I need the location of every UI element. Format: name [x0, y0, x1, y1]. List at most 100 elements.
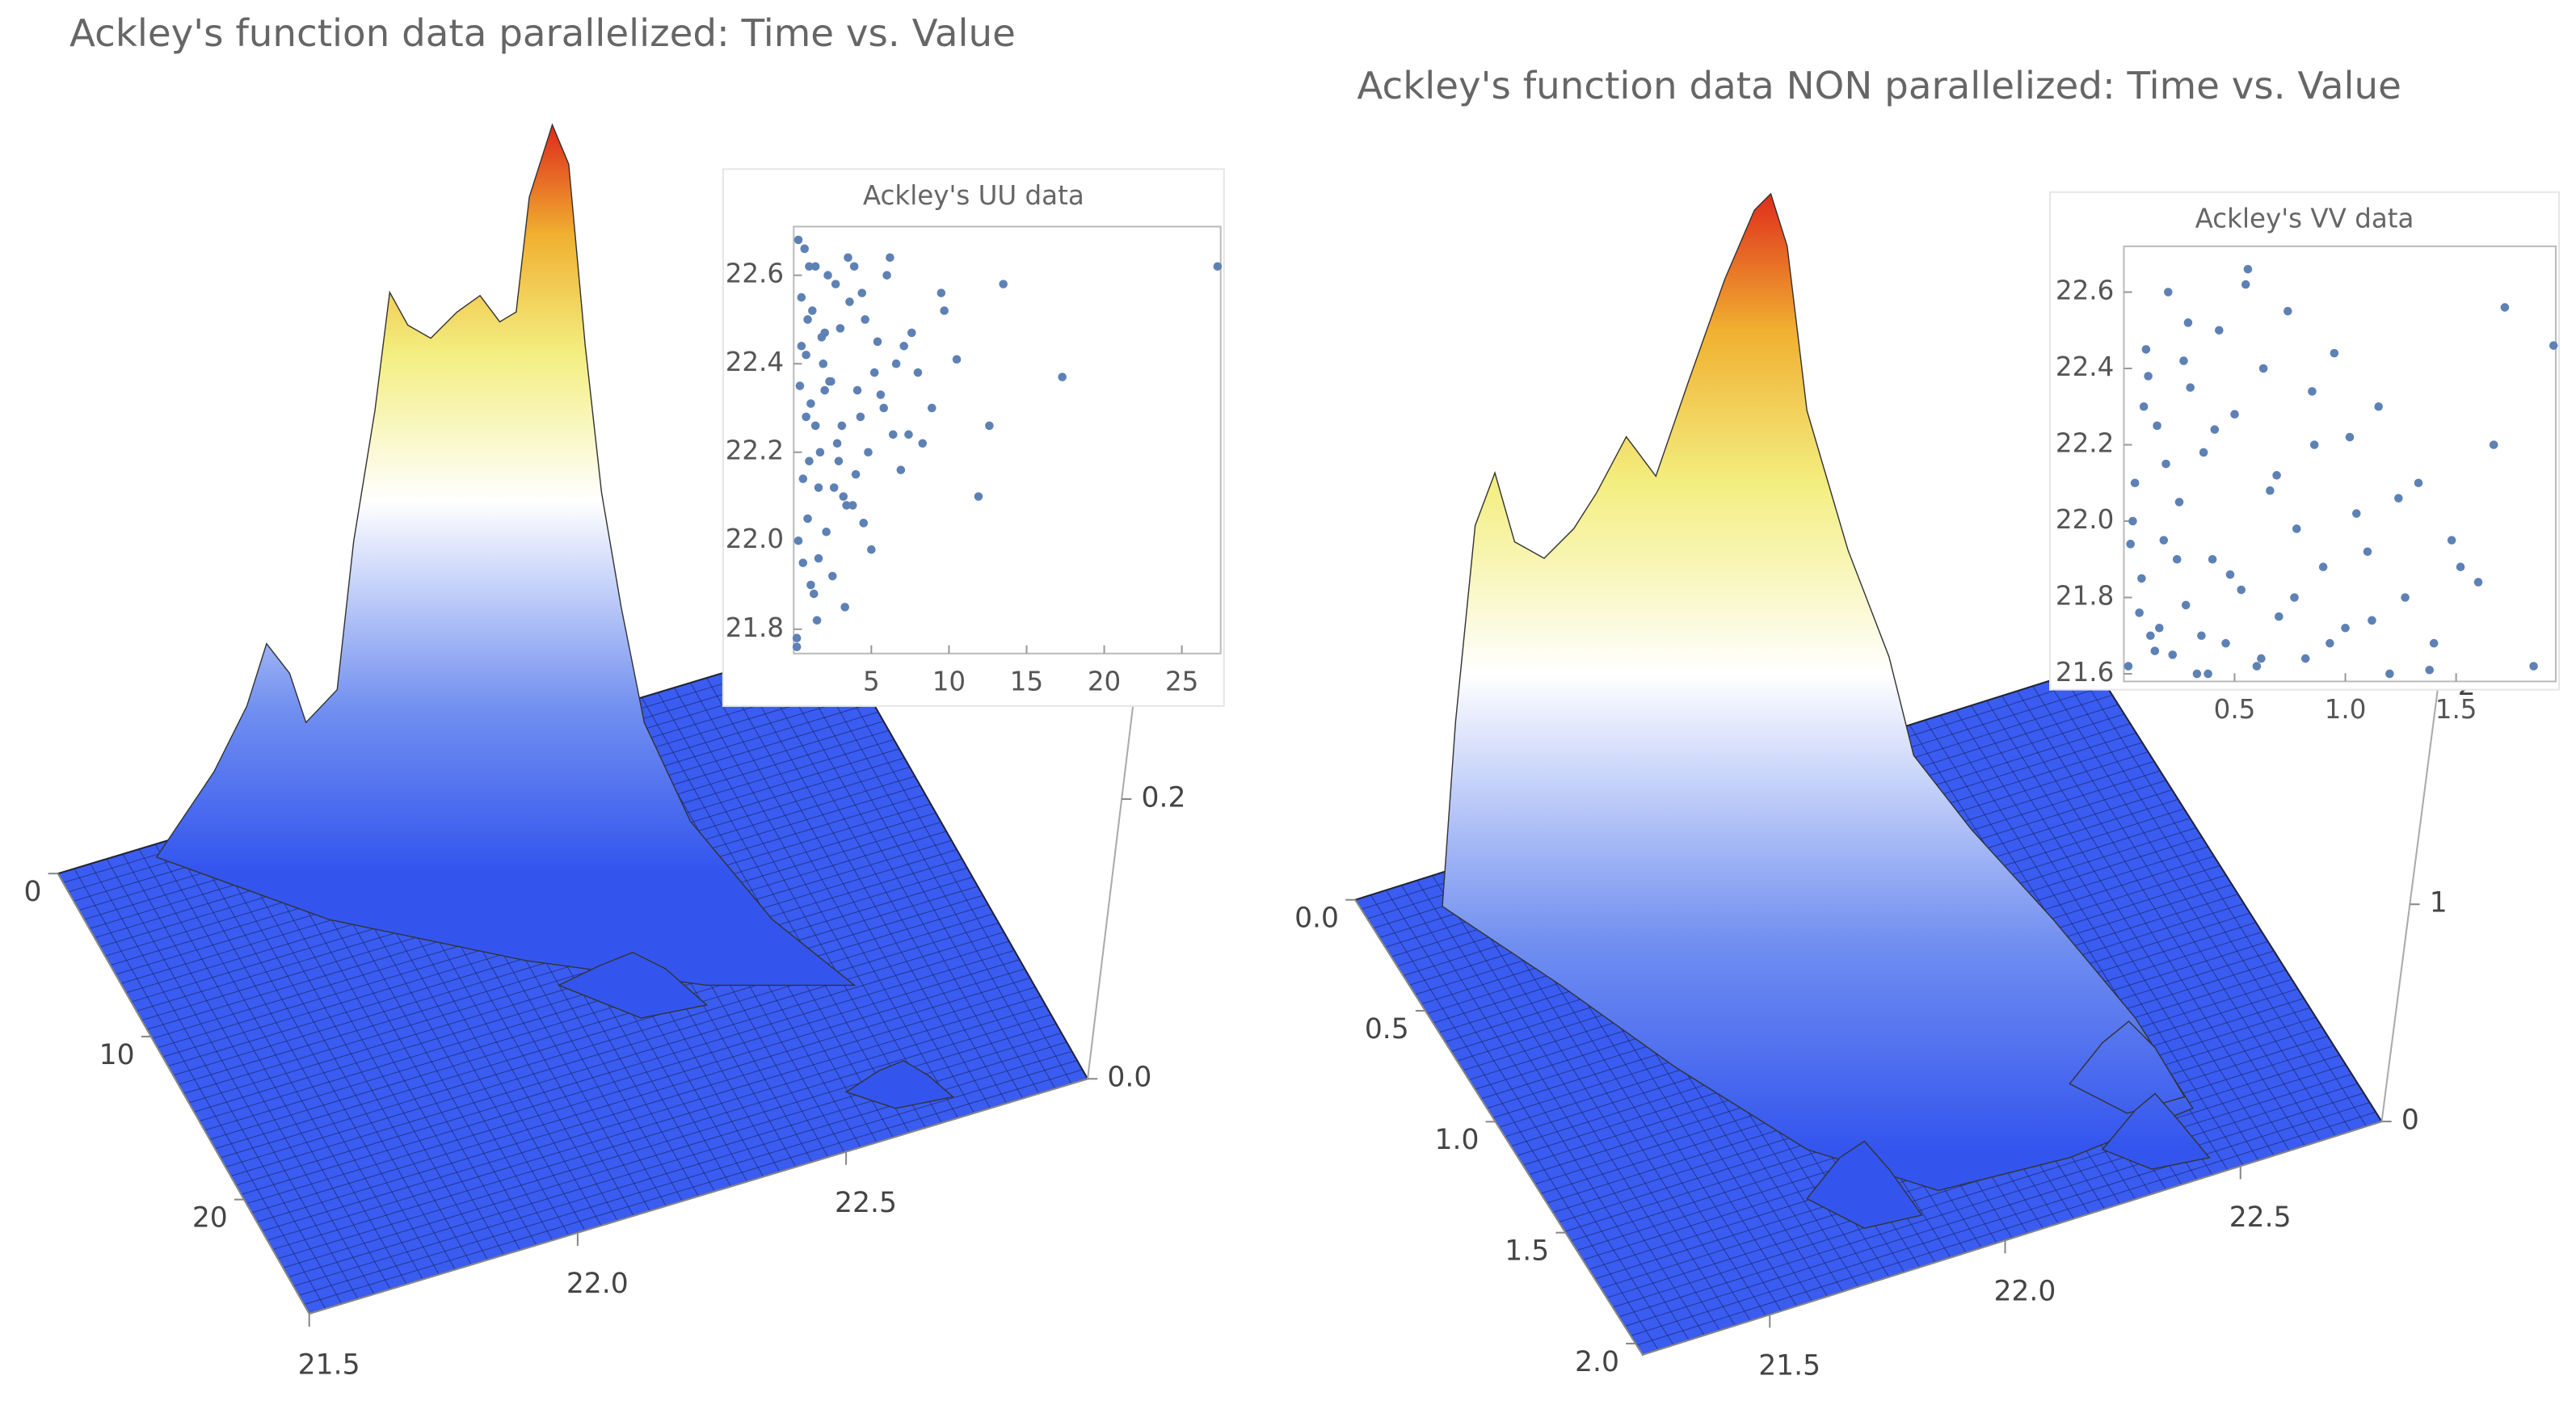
scatter-point	[802, 350, 810, 360]
scatter-point	[2401, 593, 2410, 602]
y-tick-label: 22.6	[726, 259, 784, 289]
scatter-point	[2186, 383, 2195, 392]
scatter-point	[2243, 264, 2253, 274]
scatter-point	[823, 271, 832, 280]
scatter-point	[2230, 410, 2239, 419]
mesh-line	[304, 1069, 1083, 1306]
plot-frame	[2123, 245, 2557, 683]
scatter-point	[2258, 364, 2268, 373]
scatter-point	[814, 553, 823, 563]
scatter-point	[851, 469, 861, 479]
x-tick-label: 25	[1165, 666, 1198, 696]
surface-peak	[557, 951, 709, 1019]
scatter-point	[844, 253, 852, 263]
scatter-point	[2473, 578, 2483, 587]
scatter-point	[2203, 669, 2212, 679]
y-tick-label: 21.8	[2056, 580, 2114, 611]
scatter-point	[829, 483, 839, 492]
scatter-point	[904, 430, 913, 440]
y-tick-label: 22.6	[2056, 276, 2114, 306]
scatter-point	[2137, 574, 2146, 583]
surface-peak	[155, 123, 857, 987]
scatter-point	[2300, 654, 2310, 663]
tick-label: 0.5	[1365, 1013, 1409, 1045]
scatter-point	[827, 377, 836, 386]
x-tick-label: 5	[863, 666, 880, 696]
inset-frame	[722, 168, 1225, 707]
scatter-point	[848, 501, 857, 510]
scatter-point	[2394, 494, 2403, 503]
scatter-point	[839, 492, 848, 501]
y-tick-label: 22.0	[2056, 504, 2114, 535]
tick-label: 21.5	[1758, 1350, 1820, 1382]
scatter-point	[800, 244, 810, 254]
scatter-point	[2172, 554, 2182, 564]
scatter-point	[828, 571, 837, 581]
mesh-line	[1618, 1083, 2359, 1318]
tick-label: 20	[192, 1202, 228, 1235]
scatter-point	[817, 333, 827, 342]
surface-peak	[2069, 1020, 2186, 1114]
scatter-point	[918, 439, 928, 448]
scatter-point	[859, 519, 869, 528]
scatter-point	[940, 306, 949, 315]
y-tick-label: 22.2	[2056, 428, 2114, 459]
scatter-point	[999, 280, 1008, 288]
scatter-point	[2128, 516, 2137, 526]
scatter-point	[819, 359, 828, 368]
scatter-point	[2500, 303, 2510, 312]
scatter-point	[2326, 638, 2334, 648]
mesh-line	[1624, 1092, 2364, 1327]
scatter-point	[797, 292, 806, 302]
scatter-point	[2283, 306, 2292, 316]
scatter-point	[810, 421, 820, 431]
scatter-point	[803, 514, 812, 524]
scatter-point	[2159, 536, 2169, 545]
scatter-point	[2163, 288, 2173, 297]
scatter-point	[2221, 638, 2230, 648]
scatter-point	[899, 342, 908, 351]
scatter-point	[808, 306, 817, 315]
tick-label: 1.5	[1505, 1235, 1549, 1268]
scatter-point	[886, 253, 894, 263]
scatter-point	[888, 430, 898, 440]
scatter-point	[2351, 509, 2361, 518]
scatter-point	[2308, 387, 2317, 396]
scatter-point	[2341, 623, 2350, 633]
scatter-point	[832, 439, 842, 448]
y-tick-label: 22.2	[726, 435, 784, 466]
scatter-point	[864, 448, 873, 457]
scatter-point	[873, 337, 882, 347]
scatter-point	[840, 603, 849, 612]
x-tick-label: 20	[1088, 666, 1121, 696]
tick-label: 0.0	[1294, 902, 1339, 935]
axis-line	[1642, 1121, 2382, 1356]
scatter-point	[2225, 570, 2235, 579]
mesh-line	[722, 672, 975, 1113]
x-tick-label: 15	[1010, 666, 1043, 696]
mesh-line	[739, 667, 991, 1109]
scatter-point	[891, 359, 901, 368]
mesh-line	[2078, 671, 2367, 1127]
scatter-point	[2215, 326, 2224, 335]
scatter-point	[849, 262, 859, 271]
scatter-point	[2252, 662, 2262, 671]
mesh-line	[819, 643, 1072, 1084]
surface-peak	[844, 1060, 954, 1109]
mesh-line	[2032, 685, 2321, 1142]
scatter-point	[2144, 372, 2153, 381]
scatter-point	[2447, 536, 2456, 545]
scatter-point	[845, 297, 854, 306]
scatter-point	[974, 492, 983, 501]
axis-line	[309, 1078, 1088, 1315]
chart-title: Ackley's function data parallelized: Tim…	[69, 12, 1016, 56]
scatter-point	[806, 399, 815, 408]
mesh-line	[298, 1060, 1078, 1296]
y-tick-label: 22.0	[726, 524, 784, 554]
scatter-point	[2257, 654, 2266, 663]
scatter-point	[2237, 585, 2246, 595]
scatter-point	[2549, 341, 2558, 350]
scatter-point	[882, 271, 891, 280]
mesh-line	[771, 658, 1024, 1099]
